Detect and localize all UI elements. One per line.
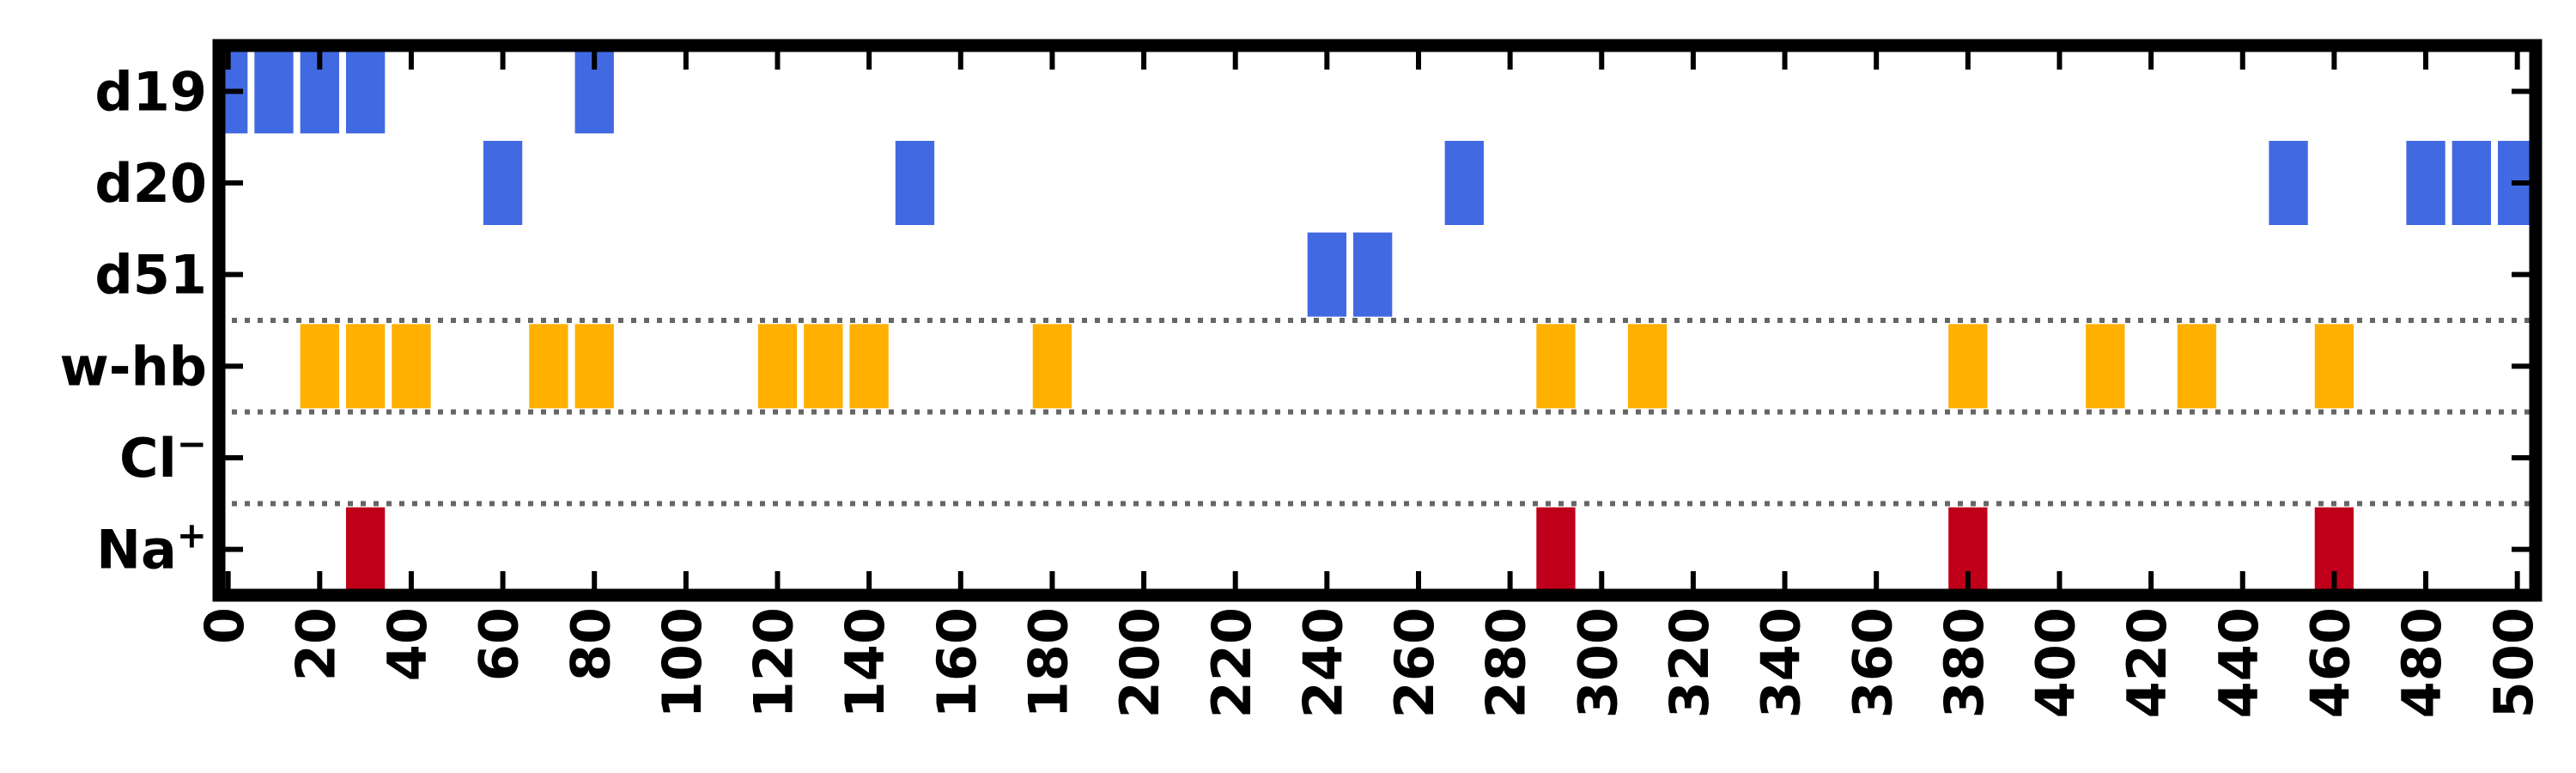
x-tick-label-240: 240 <box>1291 607 1354 718</box>
bar-d20-480 <box>2406 141 2445 225</box>
bar-d20-270 <box>1444 141 1484 225</box>
x-tick-label-280: 280 <box>1475 607 1538 718</box>
x-tick-labels: 0 20 40 60 80 100 120 140 160 180 200 220 240 260 280 3… <box>193 607 2545 718</box>
x-tick-label-300: 300 <box>1566 607 1629 718</box>
bar-whb-310 <box>1627 324 1668 409</box>
x-tick-label-420: 420 <box>2116 607 2178 718</box>
bar-whb-460 <box>2314 324 2354 409</box>
bar-whb-20 <box>300 324 339 409</box>
bar-whb-410 <box>2086 324 2125 409</box>
x-tick-label-140: 140 <box>834 607 896 718</box>
x-tick-label-500: 500 <box>2482 607 2545 718</box>
x-tick-label-480: 480 <box>2391 607 2453 718</box>
bar-d20-450 <box>2269 141 2308 225</box>
x-tick-label-400: 400 <box>2025 607 2087 718</box>
x-tick-label-460: 460 <box>2299 607 2361 718</box>
bar-Na-290 <box>1536 507 1576 592</box>
y-tick-label-4: Cl− <box>119 423 207 490</box>
bar-whb-80 <box>574 324 614 409</box>
bar-d51-250 <box>1353 232 1393 317</box>
bar-Na-30 <box>345 507 386 592</box>
plot-frame <box>212 39 2543 602</box>
bar-d20-490 <box>2451 141 2492 225</box>
bar-whb-180 <box>1032 324 1072 409</box>
y-tick-label-1: d20 <box>94 152 207 215</box>
x-tick-label-260: 260 <box>1383 607 1446 718</box>
y-tick-labels: d19 d20 d51 w-hb Cl− Na+ <box>59 60 207 581</box>
event-bars <box>219 49 2536 592</box>
x-tick-label-180: 180 <box>1018 607 1080 718</box>
bar-d20-60 <box>483 141 523 225</box>
x-tick-label-320: 320 <box>1658 607 1721 718</box>
bar-d51-240 <box>1307 232 1347 317</box>
x-tick-label-60: 60 <box>468 607 531 681</box>
x-tick-label-380: 380 <box>1933 607 1996 718</box>
bar-whb-40 <box>392 324 431 409</box>
bar-whb-130 <box>804 324 843 409</box>
bar-whb-30 <box>345 324 386 409</box>
x-tick-label-80: 80 <box>559 607 622 681</box>
bar-whb-290 <box>1536 324 1576 409</box>
x-tick-label-0: 0 <box>193 607 256 644</box>
y-tick-label-2: d51 <box>94 244 207 307</box>
bar-d19-10 <box>254 49 294 134</box>
x-tick-label-120: 120 <box>743 607 805 718</box>
y-tick-label-0: d19 <box>94 60 207 123</box>
x-tick-label-340: 340 <box>1750 607 1813 718</box>
bar-whb-140 <box>849 324 889 409</box>
x-tick-label-40: 40 <box>376 607 439 681</box>
x-tick-label-20: 20 <box>284 607 347 681</box>
y-tick-label-5: Na+ <box>96 514 207 581</box>
bar-whb-70 <box>529 324 568 409</box>
bar-d19-30 <box>345 49 386 134</box>
x-tick-label-360: 360 <box>1841 607 1904 718</box>
x-tick-label-440: 440 <box>2208 607 2270 718</box>
axis-ticks <box>219 46 2536 595</box>
bar-whb-430 <box>2177 324 2217 409</box>
bar-whb-120 <box>757 324 798 409</box>
x-tick-label-200: 200 <box>1109 607 1171 718</box>
x-tick-label-160: 160 <box>926 607 988 718</box>
y-tick-label-3: w-hb <box>59 335 207 398</box>
bar-d20-150 <box>895 141 935 225</box>
x-tick-label-100: 100 <box>651 607 714 718</box>
x-tick-label-220: 220 <box>1200 607 1263 718</box>
bar-whb-380 <box>1948 324 1988 409</box>
